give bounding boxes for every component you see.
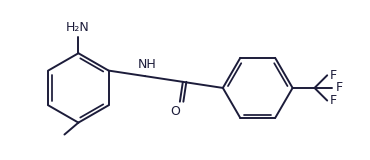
Text: O: O — [170, 105, 180, 118]
Text: F: F — [336, 81, 343, 94]
Text: F: F — [330, 94, 337, 107]
Text: NH: NH — [138, 58, 157, 71]
Text: F: F — [330, 69, 337, 82]
Text: H₂N: H₂N — [65, 21, 89, 34]
